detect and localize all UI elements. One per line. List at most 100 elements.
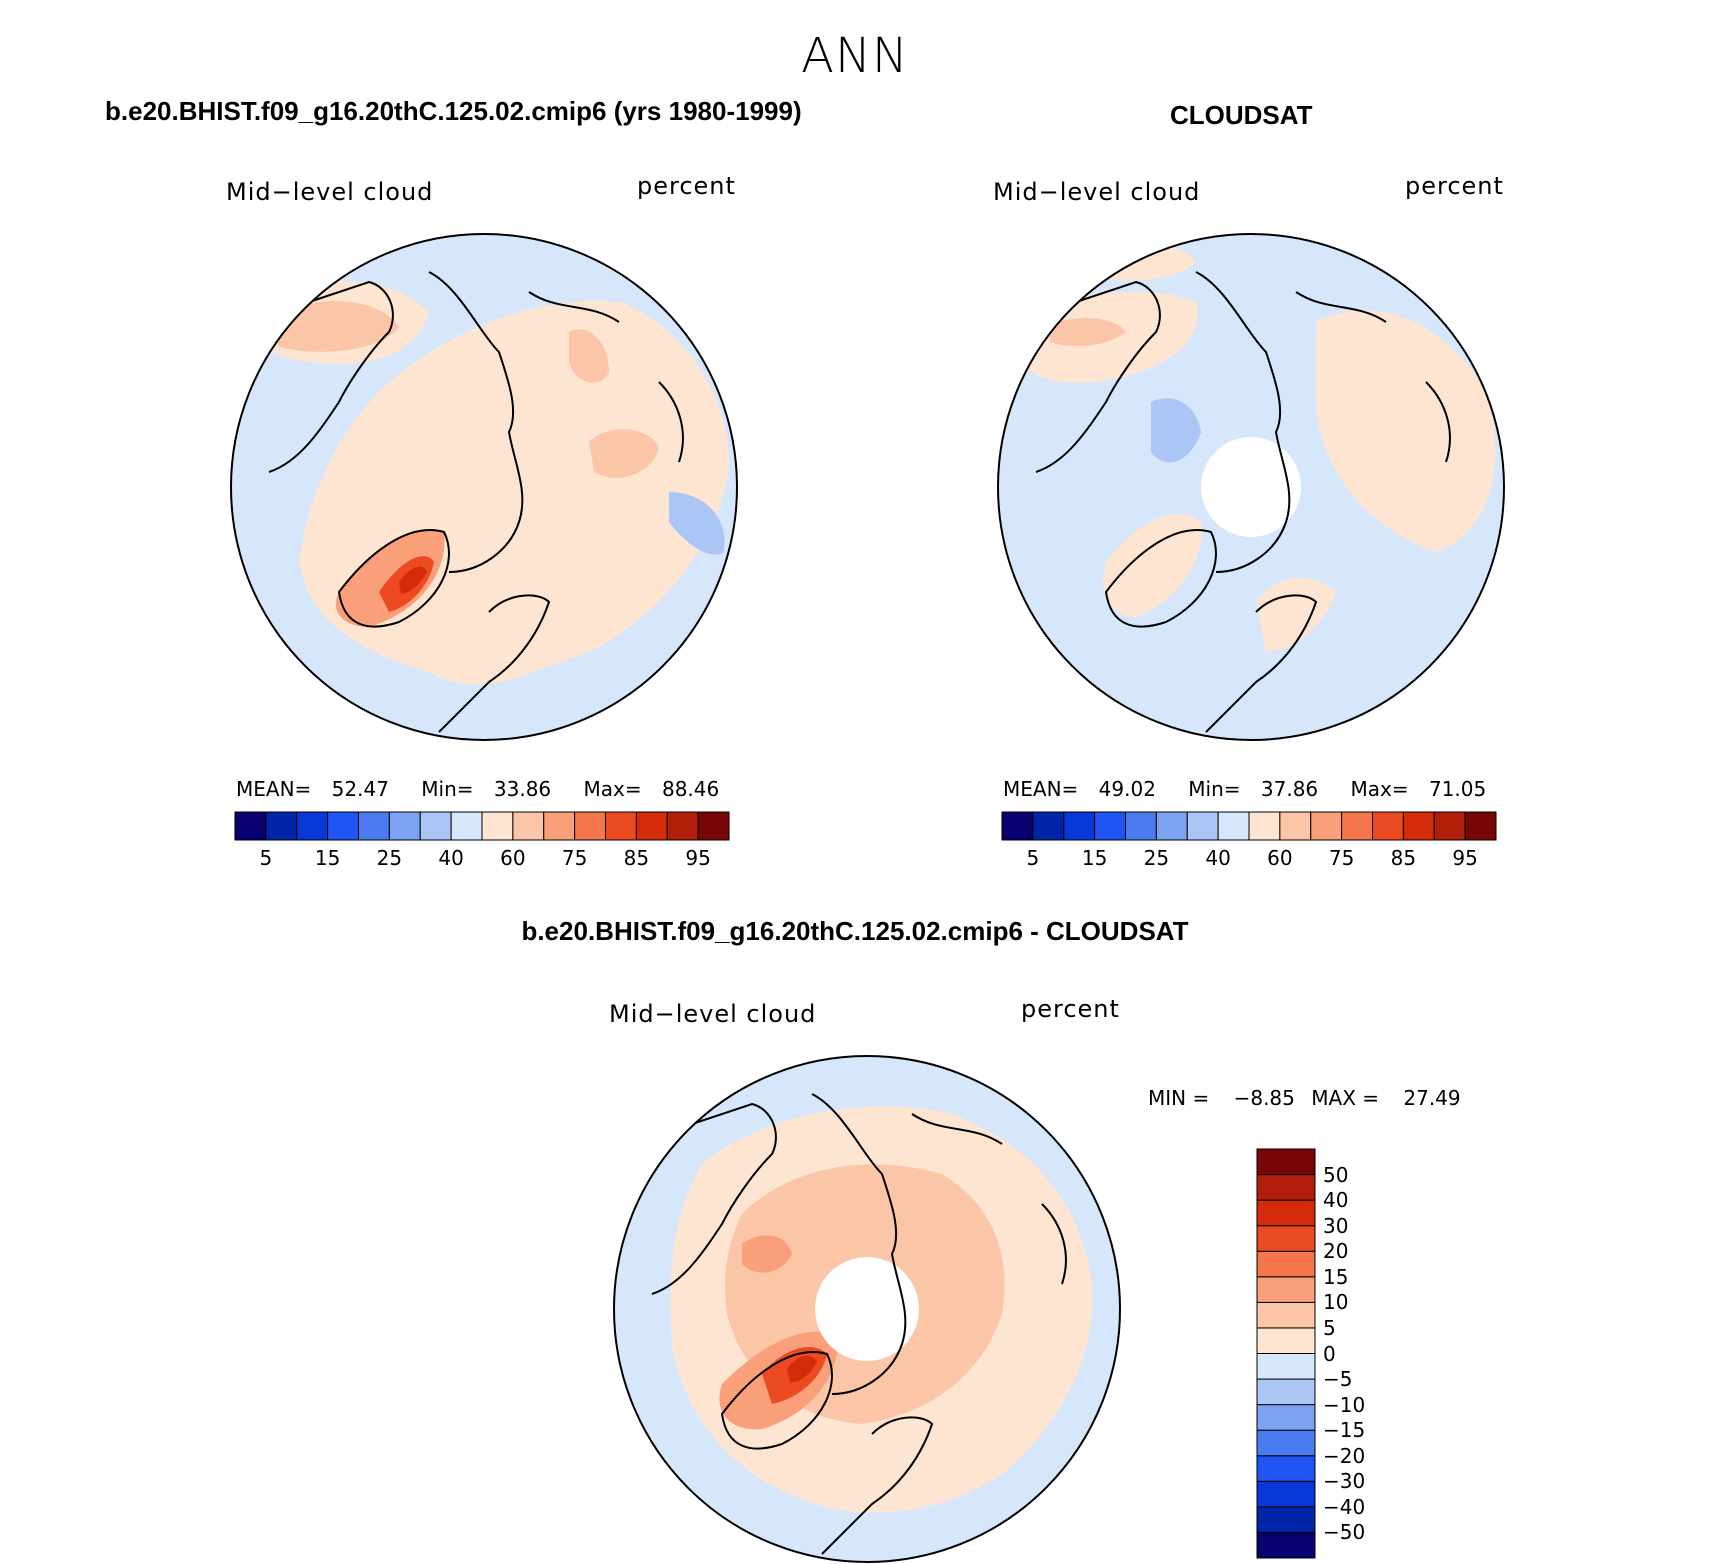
model-variable-label: Mid−level cloud xyxy=(226,178,434,206)
obs-colorbar-tick-label: 15 xyxy=(1081,846,1108,870)
model-colorbar-tick-label: 40 xyxy=(438,846,464,870)
model-min-value: 33.86 xyxy=(493,777,552,801)
obs-colorbar-tick-label: 60 xyxy=(1267,846,1293,870)
diff-colorbar-box-8 xyxy=(1256,1327,1316,1354)
diff-colorbar-box-15 xyxy=(1256,1148,1316,1176)
diff-colorbar-labels: −50 −40 −30 −20 −15 −10 −5 0 5 10 15 20 30 40 50 xyxy=(1323,1149,1403,1558)
model-mean-value: 52.47 xyxy=(331,777,389,801)
model-field-siberia-max xyxy=(269,300,399,352)
obs-coastline-outline xyxy=(1035,271,1451,733)
obs-colorbar-box-5 xyxy=(1155,811,1188,841)
diff-colorbar xyxy=(1256,1148,1316,1559)
obs-min-label: Min= xyxy=(1188,777,1241,801)
diff-colorbar-tick-label: 0 xyxy=(1323,1341,1336,1366)
obs-colorbar-box-2 xyxy=(1063,811,1096,841)
obs-colorbar-box-14 xyxy=(1433,811,1466,841)
diff-colorbar-box-7 xyxy=(1256,1353,1316,1380)
model-map-border xyxy=(230,233,738,741)
diff-colorbar-box-6 xyxy=(1256,1378,1316,1406)
model-colorbar-box-4 xyxy=(358,811,390,841)
obs-colorbar-box-3 xyxy=(1094,811,1126,841)
obs-colorbar-box-1 xyxy=(1032,811,1065,841)
diff-max-label: MAX = xyxy=(1311,1086,1380,1110)
obs-colorbar xyxy=(1001,811,1497,841)
model-colorbar-tick-label: 95 xyxy=(685,846,711,870)
model-colorbar-box-13 xyxy=(635,811,668,841)
model-colorbar xyxy=(234,811,730,841)
obs-colorbar-tick-label: 25 xyxy=(1143,846,1170,870)
obs-mean-value: 49.02 xyxy=(1098,777,1156,801)
obs-mean-label: MEAN= xyxy=(1003,777,1079,801)
diff-colorbar-tick-label: −50 xyxy=(1323,1520,1366,1545)
diff-colorbar-tick-label: 15 xyxy=(1323,1264,1349,1289)
obs-colorbar-box-4 xyxy=(1125,811,1157,841)
model-panel-title: b.e20.BHIST.f09_g16.20thC.125.02.cmip6 (… xyxy=(105,96,802,126)
model-field-atlantic-high xyxy=(589,429,659,478)
diff-colorbar-tick-label: −5 xyxy=(1323,1367,1353,1392)
diff-pole-mask xyxy=(815,1257,919,1361)
model-colorbar-box-7 xyxy=(450,811,483,841)
model-colorbar-tick-label: 85 xyxy=(623,846,650,870)
diff-colorbar-box-11 xyxy=(1256,1250,1316,1278)
diff-colorbar-box-10 xyxy=(1256,1276,1316,1303)
diff-colorbar-box-1 xyxy=(1256,1506,1316,1533)
obs-units-label: percent xyxy=(1405,172,1504,200)
model-colorbar-box-14 xyxy=(666,811,699,841)
model-colorbar-box-8 xyxy=(481,811,514,841)
obs-colorbar-box-11 xyxy=(1341,811,1373,841)
obs-colorbar-box-15 xyxy=(1464,811,1497,841)
diff-field-archipelago-orange xyxy=(742,1235,792,1273)
model-units-label: percent xyxy=(637,172,736,200)
diff-colorbar-box-12 xyxy=(1256,1225,1316,1252)
obs-colorbar-box-0 xyxy=(1001,811,1034,841)
diff-polar-map xyxy=(613,1055,1121,1563)
model-colorbar-box-10 xyxy=(543,811,576,841)
diff-units-label: percent xyxy=(1021,995,1120,1023)
obs-colorbar-box-10 xyxy=(1310,811,1343,841)
obs-colorbar-tick-label: 75 xyxy=(1328,846,1355,870)
obs-min-value: 37.86 xyxy=(1260,777,1319,801)
model-colorbar-tick-label: 75 xyxy=(561,846,588,870)
obs-colorbar-tick-label: 85 xyxy=(1390,846,1417,870)
model-colorbar-tick-label: 25 xyxy=(376,846,403,870)
obs-max-value: 71.05 xyxy=(1428,777,1487,801)
model-field-greenland-core xyxy=(399,566,427,594)
obs-colorbar-tick-label: 5 xyxy=(1026,846,1040,870)
obs-colorbar-tick-label: 40 xyxy=(1205,846,1231,870)
model-colorbar-box-9 xyxy=(512,811,545,841)
model-mean-label: MEAN= xyxy=(236,777,312,801)
obs-field-europe-high xyxy=(1316,310,1496,552)
diff-colorbar-tick-label: 50 xyxy=(1323,1162,1349,1187)
diff-colorbar-box-3 xyxy=(1256,1455,1316,1482)
model-max-value: 88.46 xyxy=(661,777,720,801)
model-coastline-outline xyxy=(268,271,684,733)
diff-stats-row: MIN = −8.85 MAX = 27.49 xyxy=(1148,1086,1461,1110)
obs-colorbar-box-12 xyxy=(1372,811,1404,841)
model-colorbar-box-6 xyxy=(419,811,452,841)
obs-map-border xyxy=(997,233,1505,741)
model-colorbar-tick-label: 15 xyxy=(314,846,341,870)
diff-colorbar-box-0 xyxy=(1256,1531,1316,1559)
obs-polar-map xyxy=(997,233,1505,741)
model-polar-map xyxy=(230,233,738,741)
diff-field-greenland-core xyxy=(787,1355,817,1383)
model-colorbar-tick-label: 60 xyxy=(500,846,526,870)
diff-max-value: 27.49 xyxy=(1403,1086,1461,1110)
model-stats-row: MEAN= 52.47 Min= 33.86 Max= 88.46 xyxy=(236,777,719,801)
obs-colorbar-box-13 xyxy=(1402,811,1435,841)
model-colorbar-labels: 5 15 25 40 60 75 85 95 xyxy=(235,846,729,874)
diff-colorbar-tick-label: −30 xyxy=(1323,1469,1366,1494)
diff-colorbar-tick-label: −15 xyxy=(1323,1418,1366,1443)
figure-title: ANN xyxy=(801,28,909,84)
obs-colorbar-box-8 xyxy=(1248,811,1281,841)
diff-colorbar-tick-label: −20 xyxy=(1323,1443,1366,1468)
model-max-label: Max= xyxy=(583,777,642,801)
diff-colorbar-tick-label: 5 xyxy=(1323,1315,1336,1340)
obs-colorbar-box-7 xyxy=(1217,811,1250,841)
obs-colorbar-labels: 5 15 25 40 60 75 85 95 xyxy=(1002,846,1496,874)
diff-colorbar-tick-label: −10 xyxy=(1323,1392,1366,1417)
diff-colorbar-tick-label: −40 xyxy=(1323,1494,1366,1519)
diff-min-label: MIN = xyxy=(1148,1086,1210,1110)
obs-colorbar-box-9 xyxy=(1279,811,1312,841)
diff-colorbar-box-9 xyxy=(1256,1301,1316,1329)
